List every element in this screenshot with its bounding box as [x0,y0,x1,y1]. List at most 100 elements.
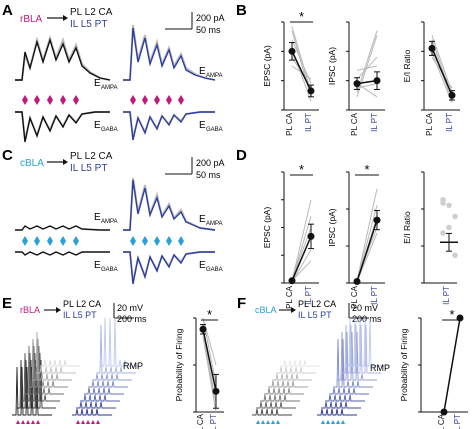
firing-trace [32,331,72,381]
panel-c-il-ipsc [123,251,215,285]
chart-d-ei-ratio: E/I Ratio IL PT [402,171,458,305]
individual-cell-line [291,249,312,283]
stim-diamond [142,95,148,105]
stim-marker [261,420,265,424]
stim-marker [276,420,280,424]
firing-trace [88,380,128,388]
panel-e-il-firing-traces [72,317,140,416]
panel-letter-d: D [236,147,247,164]
individual-cell-line [202,317,217,366]
panel-a-il-epsc [123,27,216,81]
chart-b-epsc: EPSC (pA) PL CA IL PT * [262,9,319,136]
individual-cell-line [291,26,312,93]
firing-trace [276,366,316,374]
mean-point [288,47,296,55]
category-label: IL PT [370,113,379,132]
stim-marker [31,420,35,424]
chart-b-ei-ratio: E/I Ratio PL CA IL PT [402,21,460,136]
y-axis-label: Probability of Firing [174,328,184,401]
panel-c-label-ampa-right-sub: AMPA [206,221,223,227]
mean-point [373,77,381,85]
firing-trace [76,401,116,409]
individual-cell-line [291,216,312,281]
panel-f-target2: IL L5 PT [298,310,332,320]
firing-trace [280,359,320,367]
stim-marker [26,420,30,424]
panel-a-label-gaba-right: E [199,120,206,131]
individual-cell-point [452,213,458,220]
firing-trace [321,401,361,409]
firing-trace [264,387,304,395]
firing-trace [80,394,120,402]
chart-d-epsc: EPSC (pA) PL CA IL PT * [262,162,319,309]
category-label: IL PT [370,286,379,305]
stim-diamond [73,95,79,105]
individual-cell-line [356,56,378,80]
mean-connector-line [291,51,312,92]
panel-f-stim-left [256,420,280,424]
mean-point [373,216,381,224]
stim-diamond [34,236,40,246]
chart-d-ipsc: IPSC (pA) PL CA IL PT * [327,162,385,309]
firing-trace [100,317,140,367]
mean-point [353,80,361,88]
panel-f-pl-firing-traces [252,359,320,416]
stim-diamond [47,236,53,246]
stim-marker [271,420,275,424]
firing-trace [36,366,76,374]
individual-cell-point [452,252,458,259]
panel-e-arrowhead [56,307,61,313]
panel-letter-b: B [236,2,247,19]
category-label: IL PT [304,113,313,132]
y-axis-label: EPSC (pA) [262,45,272,87]
firing-trace [325,394,365,402]
y-axis-label: Probability of Firing [399,328,409,401]
stim-diamond [60,236,66,246]
panel-a-stim-left [22,95,79,105]
stim-marker [341,420,345,424]
category-label: PL CA [196,413,205,429]
mean-point [212,387,220,395]
mean-point [440,408,448,416]
stim-diamond [22,236,28,246]
panel-c-arrowhead [63,159,68,165]
panel-c-label-ampa-left-sub: AMPA [101,219,118,225]
stim-marker [331,420,335,424]
stim-marker [326,420,330,424]
panel-c-scale-time: 50 ms [196,170,221,180]
panel-e-source-label: rBLA [20,305,40,315]
panel-c-source-label: cBLA [20,158,44,169]
firing-trace [337,331,377,381]
stim-diamond [60,95,66,105]
individual-cell-line [291,260,312,282]
category-label: PL CA [350,285,359,308]
stim-marker [336,420,340,424]
stim-diamond [130,236,136,246]
firing-trace [317,408,357,416]
chart-b-ipsc: IPSC (pA) PL CA IL PT [327,21,385,136]
panel-c-label-gaba-left: E [94,260,101,271]
individual-cell-line [291,30,312,97]
firing-trace [256,401,296,409]
firing-trace [345,317,385,367]
panel-f-target1: PL L2 CA [298,299,336,309]
significance-star: * [364,162,369,177]
individual-cell-line [291,199,312,281]
firing-trace [272,373,312,381]
stim-marker [86,420,90,424]
individual-cell-point [440,200,446,206]
firing-trace [268,380,308,388]
panel-a-il-ipsc [123,111,215,141]
firing-trace [252,408,292,416]
stim-diamond [47,95,53,105]
firing-trace [24,345,64,395]
stim-diamond [166,95,172,105]
stim-diamond [154,95,160,105]
firing-trace [96,324,136,374]
individual-cell-line [356,205,378,281]
firing-trace [84,387,124,395]
panel-e-target2: IL L5 PT [63,310,97,320]
firing-trace [20,352,60,402]
category-label: IL PT [445,113,454,132]
stim-diamond [178,95,184,105]
